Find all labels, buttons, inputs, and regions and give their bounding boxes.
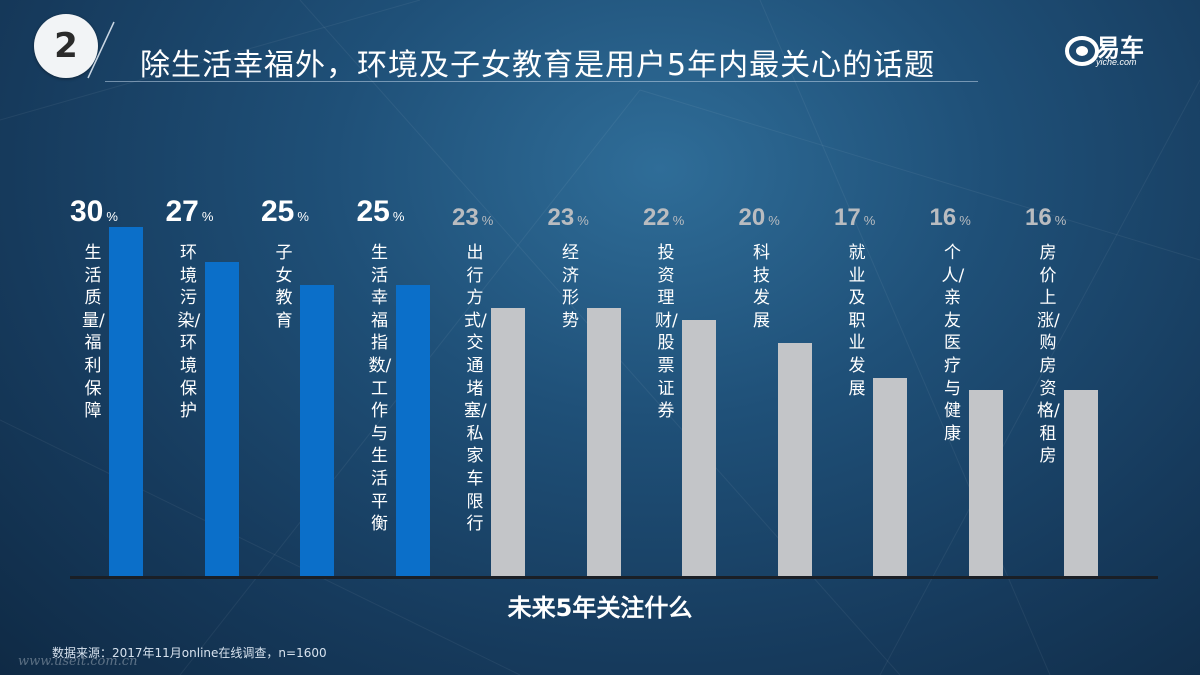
value-number: 22 bbox=[643, 204, 670, 231]
value-label: 16% bbox=[1025, 203, 1066, 236]
value-unit: % bbox=[672, 213, 685, 228]
section-number-badge: 2 bbox=[34, 14, 98, 78]
value-label: 27% bbox=[166, 197, 214, 232]
value-number: 30 bbox=[70, 195, 104, 228]
value-unit: % bbox=[768, 213, 780, 228]
value-label: 23% bbox=[452, 203, 493, 236]
category-label: 个人/亲友医疗与健康 bbox=[941, 243, 965, 444]
category-label: 子女教育 bbox=[275, 243, 293, 331]
bar bbox=[873, 378, 907, 576]
category-label: 房价上涨/购房资格/租房 bbox=[1037, 243, 1060, 467]
value-label: 25% bbox=[357, 197, 405, 232]
value-label: 22% bbox=[643, 203, 684, 236]
bar bbox=[204, 261, 239, 576]
bar bbox=[682, 320, 716, 576]
section-number: 2 bbox=[54, 26, 78, 66]
category-label: 生活幸福指数/工作与生活平衡 bbox=[368, 243, 392, 535]
badge-divider bbox=[87, 21, 115, 79]
watermark: www.useit.com.cn bbox=[18, 654, 138, 669]
value-unit: % bbox=[959, 213, 971, 228]
value-unit: % bbox=[481, 213, 494, 228]
value-label: 17% bbox=[834, 203, 875, 236]
page-title: 除生活幸福外，环境及子女教育是用户5年内最关心的话题 bbox=[140, 48, 936, 83]
logo-subtext: yiche.com bbox=[1096, 57, 1137, 67]
title-divider bbox=[105, 81, 978, 82]
value-unit: % bbox=[1054, 213, 1067, 228]
category-label: 生活质量/福利保障 bbox=[82, 243, 105, 422]
value-number: 25 bbox=[261, 195, 295, 228]
category-label: 就业及职业发展 bbox=[848, 243, 866, 399]
yiche-logo-icon bbox=[1065, 36, 1099, 66]
data-source-note: 数据来源：2017年11月online在线调查，n=1600 bbox=[52, 646, 327, 660]
value-number: 23 bbox=[452, 204, 479, 231]
value-number: 17 bbox=[834, 204, 861, 231]
value-unit: % bbox=[392, 209, 405, 224]
bar bbox=[968, 389, 1003, 576]
bar bbox=[395, 285, 430, 576]
value-number: 23 bbox=[547, 204, 575, 231]
value-unit: % bbox=[863, 213, 876, 228]
value-number: 16 bbox=[929, 204, 957, 231]
category-label: 环境污染/环境保护 bbox=[177, 243, 201, 422]
bar bbox=[300, 285, 334, 576]
bar bbox=[491, 308, 525, 576]
value-unit: % bbox=[297, 209, 309, 224]
value-label: 23% bbox=[548, 203, 589, 236]
value-label: 25% bbox=[261, 197, 309, 232]
value-number: 16 bbox=[1025, 204, 1052, 231]
bar bbox=[777, 343, 812, 576]
x-axis-label: 未来5年关注什么 bbox=[507, 594, 693, 622]
bar bbox=[1064, 389, 1098, 576]
logo-text: 易车 bbox=[1096, 34, 1144, 62]
category-label: 经济形势 bbox=[562, 243, 579, 331]
value-label: 16% bbox=[930, 203, 971, 236]
value-number: 20 bbox=[738, 204, 766, 231]
value-label: 20% bbox=[739, 203, 780, 236]
category-label: 科技发展 bbox=[753, 243, 770, 331]
value-number: 25 bbox=[356, 195, 390, 228]
category-label: 出行方式/交通堵塞/私家车限行 bbox=[464, 243, 487, 535]
value-label: 30% bbox=[70, 197, 118, 232]
x-axis-baseline bbox=[70, 576, 1158, 579]
value-unit: % bbox=[106, 209, 118, 224]
value-number: 27 bbox=[165, 195, 199, 228]
bar bbox=[109, 227, 143, 576]
category-label: 投资理财/股票证券 bbox=[655, 243, 678, 422]
value-unit: % bbox=[577, 213, 589, 228]
bar bbox=[586, 308, 621, 576]
value-unit: % bbox=[201, 209, 214, 224]
